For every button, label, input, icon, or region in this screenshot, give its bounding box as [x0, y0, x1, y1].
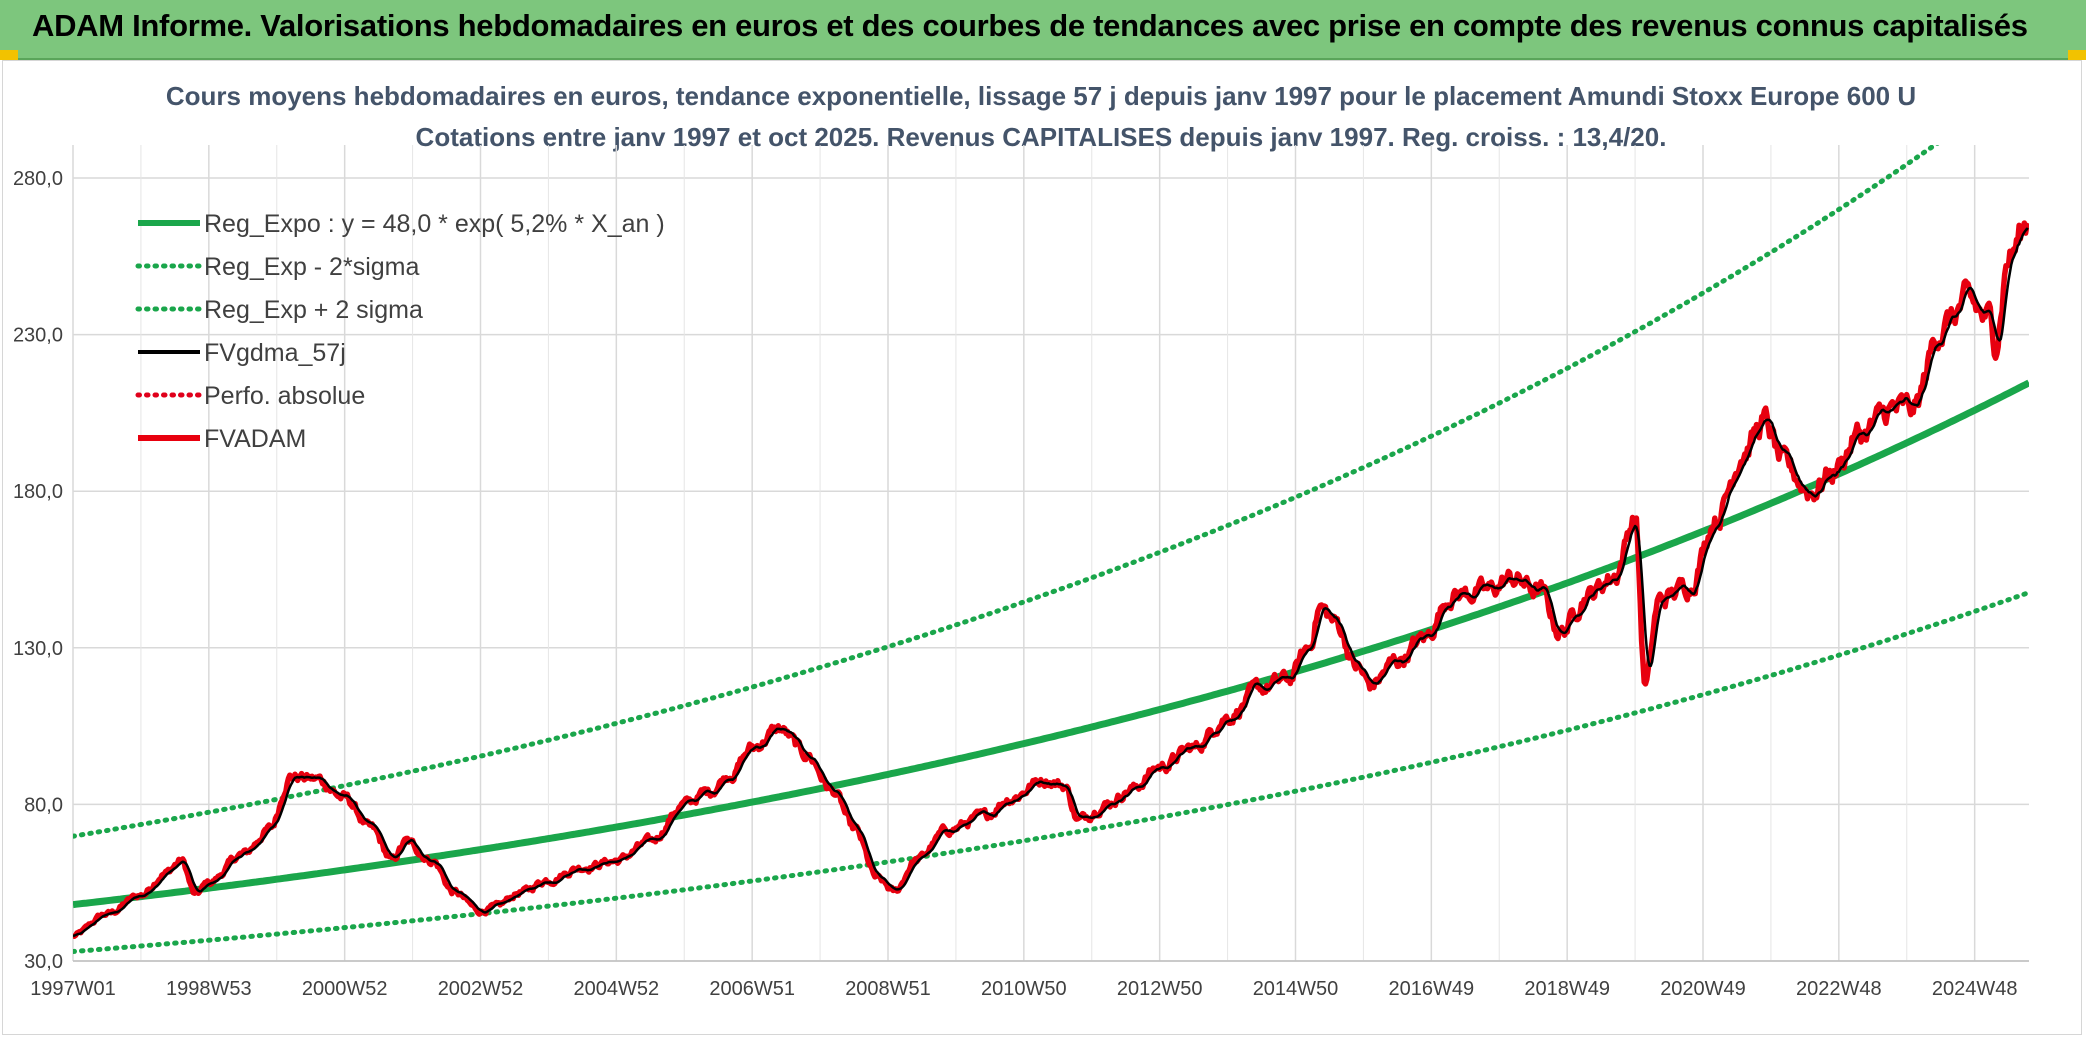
- x-tick-label: 2002W52: [438, 978, 524, 1000]
- x-tick-label: 2006W51: [709, 978, 795, 1000]
- x-tick-label: 2008W51: [845, 978, 931, 1000]
- y-tick-label: 180,0: [13, 481, 63, 503]
- series-fvadam: [73, 220, 2029, 939]
- x-tick-label: 2022W48: [1796, 978, 1882, 1000]
- x-tick-label: 2020W49: [1660, 978, 1746, 1000]
- series-reg-exp-minus-2sigma: [73, 590, 2029, 954]
- x-tick-label: 2016W49: [1389, 978, 1475, 1000]
- x-tick-label: 1998W53: [166, 978, 252, 1000]
- chart-frame: Cours moyens hebdomadaires en euros, ten…: [2, 60, 2082, 1035]
- corner-accent-left: [0, 50, 18, 60]
- y-tick-label: 230,0: [13, 325, 63, 347]
- line-chart: Cours moyens hebdomadaires en euros, ten…: [13, 81, 2029, 1000]
- legend-label: FVADAM: [204, 425, 306, 453]
- banner-title: ADAM Informe. Valorisations hebdomadaire…: [32, 8, 2028, 43]
- axis-layer: 30,0 80,0 130,0 180,0 230,0 280,0 1997W01 1998W…: [13, 168, 2029, 1000]
- x-tick-label: 2014W50: [1253, 978, 1339, 1000]
- legend-label: FVgdma_57j: [204, 339, 346, 367]
- series-reg-expo: [73, 379, 2029, 909]
- x-tick-label: 2024W48: [1932, 978, 2018, 1000]
- y-tick-label: 280,0: [13, 168, 63, 190]
- legend-label: Reg_Expo : y = 48,0 * exp( 5,2% * X_an ): [204, 210, 665, 238]
- y-tick-label: 130,0: [13, 638, 63, 660]
- x-tick-label: 2000W52: [302, 978, 388, 1000]
- series-reg-exp-plus-2sigma: [73, 145, 1940, 839]
- x-tick-label: 2004W52: [574, 978, 660, 1000]
- series-perfo-absolue: [73, 222, 2029, 938]
- chart-title-line1: Cours moyens hebdomadaires en euros, ten…: [166, 81, 1916, 111]
- series-layer: [73, 145, 2029, 954]
- legend-label: Perfo. absolue: [204, 382, 365, 410]
- x-tick-label: 1997W01: [30, 978, 116, 1000]
- x-tick-label: 2018W49: [1524, 978, 1610, 1000]
- x-tick-label: 2010W50: [981, 978, 1067, 1000]
- top-banner: ADAM Informe. Valorisations hebdomadaire…: [0, 0, 2086, 60]
- y-tick-label: 80,0: [24, 794, 63, 816]
- legend: Reg_Expo : y = 48,0 * exp( 5,2% * X_an )…: [135, 210, 665, 453]
- series-fvgdma-57j: [73, 227, 2029, 938]
- x-tick-label: 2012W50: [1117, 978, 1203, 1000]
- corner-accent-right: [2068, 50, 2086, 60]
- chart-title-line2: Cotations entre janv 1997 et oct 2025. R…: [416, 122, 1667, 152]
- y-tick-label: 30,0: [24, 951, 63, 973]
- legend-label: Reg_Exp - 2*sigma: [204, 253, 419, 281]
- legend-label: Reg_Exp + 2 sigma: [204, 296, 423, 324]
